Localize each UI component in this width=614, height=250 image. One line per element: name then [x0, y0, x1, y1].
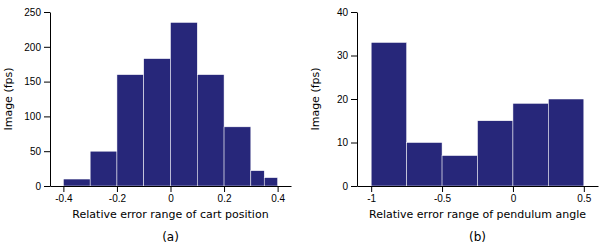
bar — [407, 143, 442, 187]
tick-label: 0.5 — [577, 193, 591, 204]
x-tick: 0.5 — [577, 186, 591, 204]
x-tick: 0.4 — [271, 186, 285, 204]
bar — [478, 121, 513, 186]
tick-label: 250 — [24, 7, 41, 18]
tick-label: 30 — [337, 50, 349, 61]
tick-mark — [351, 12, 357, 13]
y-tick: 40 — [337, 7, 357, 18]
tick-label: -0.5 — [434, 193, 452, 204]
bar — [251, 171, 264, 186]
panel: -0.4 -0.2 0 0.2 0.4 0 50 100 150 200 250 Relative e… — [2, 7, 292, 244]
x-tick: -0.4 — [55, 186, 73, 204]
x-tick: -0.5 — [434, 186, 452, 204]
tick-mark — [44, 116, 50, 117]
tick-mark — [44, 47, 50, 48]
x-axis-title: Relative error range of pendulum angle — [369, 208, 586, 221]
x-tick: -0.2 — [109, 186, 127, 204]
tick-mark — [44, 82, 50, 83]
tick-label: 50 — [30, 146, 42, 157]
tick-label: 20 — [337, 94, 349, 105]
tick-label: 0.4 — [271, 193, 285, 204]
y-tick: 0 — [35, 181, 50, 192]
bar — [197, 75, 224, 186]
tick-mark — [351, 99, 357, 100]
y-tick: 250 — [24, 7, 50, 18]
tick-label: -0.2 — [109, 193, 127, 204]
tick-mark — [442, 186, 443, 192]
bar — [513, 103, 548, 186]
tick-mark — [351, 186, 357, 187]
bar — [117, 75, 144, 186]
axis-line — [357, 13, 358, 187]
bar — [171, 22, 198, 186]
x-tick: -1 — [367, 186, 376, 204]
panel-label: (a) — [162, 230, 179, 244]
bar — [264, 178, 277, 186]
tick-label: 0 — [511, 193, 517, 204]
tick-mark — [351, 56, 357, 57]
y-axis: 0 50 100 150 200 250 — [24, 7, 50, 192]
y-tick: 200 — [24, 42, 50, 53]
x-axis: -1 -0.5 0 0.5 — [358, 186, 599, 204]
tick-mark — [278, 186, 279, 192]
panel: -1 -0.5 0 0.5 0 10 20 30 40 Relative error range … — [309, 7, 599, 244]
tick-mark — [371, 186, 372, 192]
y-axis-title: Image (fps) — [2, 67, 15, 130]
y-axis-title: Image (fps) — [309, 67, 322, 130]
tick-label: -0.4 — [55, 193, 73, 204]
tick-label: 0 — [35, 181, 41, 192]
tick-mark — [63, 186, 64, 192]
tick-label: 10 — [337, 137, 349, 148]
y-tick: 150 — [24, 76, 50, 87]
x-tick: 0 — [511, 186, 517, 204]
tick-label: 0.2 — [218, 193, 232, 204]
bars — [371, 42, 584, 186]
bar — [90, 151, 117, 186]
tick-mark — [44, 151, 50, 152]
tick-label: 150 — [24, 76, 41, 87]
tick-mark — [117, 186, 118, 192]
chart-canvas: -0.4-0.200.20.4050100150200250Relative e… — [0, 0, 614, 250]
tick-label: 200 — [24, 42, 41, 53]
bar — [224, 127, 251, 186]
bar — [548, 99, 583, 186]
x-tick: 0.2 — [218, 186, 232, 204]
tick-mark — [513, 186, 514, 192]
bar — [371, 42, 406, 186]
x-tick: 0 — [168, 186, 174, 204]
tick-label: 40 — [337, 7, 349, 18]
y-tick: 0 — [342, 181, 357, 192]
y-tick: 30 — [337, 50, 357, 61]
axis-line — [50, 13, 51, 187]
tick-label: 100 — [24, 111, 41, 122]
tick-mark — [44, 186, 50, 187]
y-tick: 20 — [337, 94, 357, 105]
panel-label: (b) — [469, 230, 486, 244]
y-tick: 100 — [24, 111, 50, 122]
y-tick: 50 — [30, 146, 50, 157]
y-axis: 0 10 20 30 40 — [337, 7, 358, 192]
axis-line — [358, 186, 599, 187]
tick-mark — [171, 186, 172, 192]
tick-label: -1 — [367, 193, 376, 204]
tick-mark — [351, 143, 357, 144]
bar — [63, 179, 90, 186]
x-axis: -0.4 -0.2 0 0.2 0.4 — [51, 186, 292, 204]
y-tick: 10 — [337, 137, 357, 148]
tick-mark — [584, 186, 585, 192]
tick-mark — [224, 186, 225, 192]
bar — [442, 156, 477, 186]
tick-label: 0 — [342, 181, 348, 192]
bar — [144, 59, 171, 186]
tick-mark — [44, 12, 50, 13]
bars — [63, 22, 277, 186]
x-axis-title: Relative error range of cart position — [72, 208, 268, 221]
tick-label: 0 — [168, 193, 174, 204]
